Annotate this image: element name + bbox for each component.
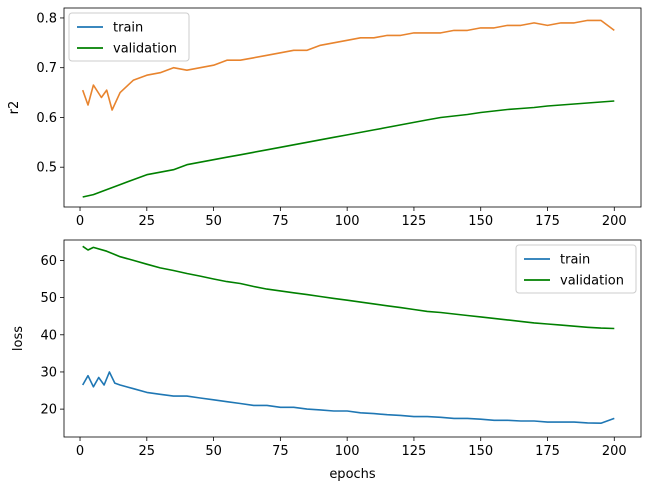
x-tick-label: 150 [468, 444, 493, 459]
loss-panel: 0 25 50 75 100 125 150 175 200 20 30 40 50 60 loss epoc… [11, 239, 642, 482]
x-tick-label: 175 [535, 444, 560, 459]
x-tick-label: 75 [272, 214, 289, 229]
x-tick-label: 100 [335, 444, 360, 459]
x-tick-label: 25 [139, 444, 156, 459]
x-tick-label: 75 [272, 444, 289, 459]
legend-box [68, 12, 190, 62]
y-tick-label: 20 [40, 403, 57, 418]
legend-label-train: train [113, 21, 143, 36]
plot-frame [63, 7, 642, 208]
y-tick-label: 60 [40, 254, 57, 269]
legend: train validation [68, 12, 190, 62]
y-tick-label: 0.5 [36, 161, 57, 176]
x-tick-label: 100 [335, 214, 360, 229]
x-tick-label: 125 [402, 214, 427, 229]
y-tick-label: 0.7 [36, 61, 57, 76]
series-line-train [82, 371, 615, 425]
x-tick-label: 0 [76, 444, 84, 459]
r2-panel: 0 25 50 75 100 125 150 175 200 0.5 0.6 0.7 0.8 r2 trai… [7, 7, 642, 229]
x-axis-label: epochs [329, 467, 376, 482]
x-tick-label: 200 [602, 444, 627, 459]
x-tick-label: 125 [402, 444, 427, 459]
y-tick-label: 0.6 [36, 111, 57, 126]
x-tick-label: 200 [602, 214, 627, 229]
x-tick-label: 0 [76, 214, 84, 229]
y-axis-label: r2 [7, 101, 22, 115]
y-tick-label: 50 [40, 291, 57, 306]
x-tick-label: 175 [535, 214, 560, 229]
y-tick-label: 0.8 [36, 11, 57, 26]
legend-box [515, 244, 637, 294]
legend: train validation [515, 244, 637, 294]
plot-frame [63, 239, 642, 438]
series-line-train [81, 19, 615, 111]
x-tick-label: 50 [205, 444, 222, 459]
y-tick-label: 30 [40, 365, 57, 380]
series-line-validation [82, 245, 615, 330]
x-tick-label: 25 [139, 214, 156, 229]
x-tick-label: 150 [468, 214, 493, 229]
legend-label-validation: validation [113, 42, 177, 57]
legend-label-validation: validation [560, 274, 624, 289]
legend-label-train: train [560, 253, 590, 268]
y-axis-label: loss [11, 326, 26, 351]
y-tick-label: 40 [40, 328, 57, 343]
x-tick-label: 50 [205, 214, 222, 229]
series-line-validation [82, 100, 615, 198]
